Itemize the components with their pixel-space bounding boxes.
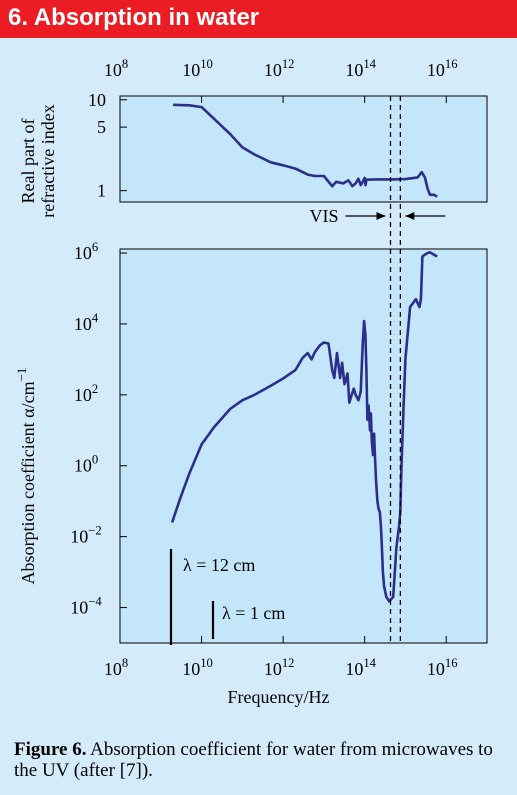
y-tick-label-bottom-2: 102 [74,382,98,405]
x-tick-label-bottom-2: 1012 [264,656,295,679]
y-tick-label-bottom-1: 104 [74,311,99,334]
y-axis-label-bottom: Absorption coefficient α/cm−1 [14,368,38,585]
x-axis-label: Frequency/Hz [228,687,330,707]
y-tick-label-top-2: 1 [97,181,106,201]
vis-label: VIS [309,206,338,226]
x-tick-label-top-4: 1016 [427,57,458,80]
vis-arrow-right-head [405,212,415,220]
y-tick-label-top-1: 5 [97,117,106,137]
page-title: 6. Absorption in water [8,4,260,31]
y-axis-label-top: Real part ofrefractive index [18,104,58,217]
wavelength-label-12cm: λ = 12 cm [183,555,255,575]
refractive-index-curve [173,103,438,198]
x-tick-label-top-3: 1014 [345,57,376,80]
chart-figure: 108 1010 1012 1014 1016 10 5 1 Real part ofrefra… [14,57,488,707]
refractive-index-plot-area [119,95,488,203]
caption-text: Absorption coefficient for water from mi… [14,739,493,781]
y-tick-label-bottom-4: 10−2 [70,524,101,547]
x-tick-label-bottom-4: 1016 [427,656,458,679]
absorption-curve [170,251,438,603]
wavelength-label-1cm: λ = 1 cm [222,603,285,623]
x-tick-label-bottom-3: 1014 [345,656,376,679]
y-tick-label-bottom-0: 106 [74,240,98,263]
title-banner: 6. Absorption in water [0,0,517,38]
x-tick-label-top-1: 1010 [182,57,213,80]
vis-arrow-left-head [376,212,386,220]
figure-caption: Figure 6. Absorption coefficient for wat… [14,739,509,781]
x-tick-label-bottom-1: 1010 [182,656,213,679]
caption-label: Figure 6. [14,739,87,760]
y-tick-label-bottom-5: 10−4 [70,595,102,618]
x-tick-label-top-0: 108 [104,57,128,80]
y-tick-label-top-0: 10 [88,90,106,110]
y-tick-label-bottom-3: 100 [74,453,98,476]
x-tick-label-top-2: 1012 [264,57,295,80]
absorption-plot-area [119,248,488,644]
x-tick-label-bottom-0: 108 [104,656,128,679]
